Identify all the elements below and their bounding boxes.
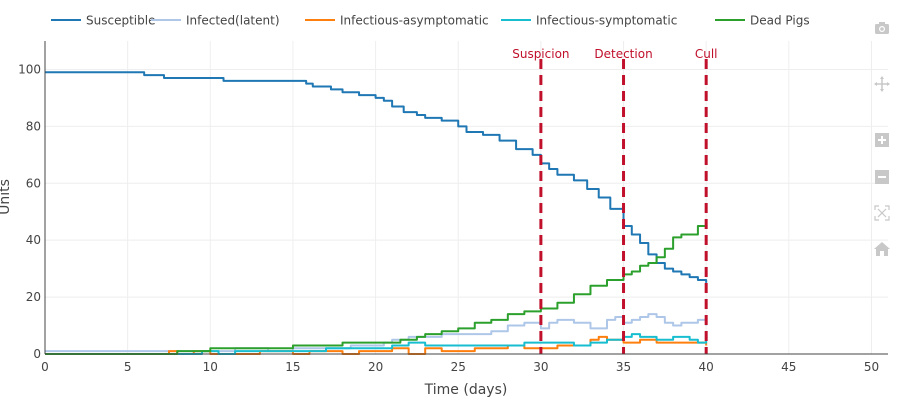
x-tick-label: 45 [781, 360, 796, 374]
legend-label: Infected(latent) [186, 14, 280, 28]
camera-icon[interactable] [870, 18, 894, 38]
y-tick-label: 0 [33, 347, 41, 361]
modebar [870, 18, 894, 259]
zoom-in-icon[interactable] [870, 130, 894, 150]
plot-area[interactable] [45, 71, 708, 355]
annotations: Suspicion Detection Cull [512, 47, 718, 354]
legend-item[interactable]: Infectious-asymptomatic [305, 14, 489, 28]
legend-item[interactable]: Infected(latent) [151, 14, 280, 28]
legend-item[interactable]: Susceptible [51, 14, 155, 28]
x-tick-label: 5 [124, 360, 132, 374]
x-tick-label: 0 [41, 360, 49, 374]
x-tick-label: 30 [533, 360, 548, 374]
legend-item[interactable]: Infectious-symptomatic [501, 14, 677, 28]
legend-label: Susceptible [86, 14, 155, 28]
y-tick-label: 20 [26, 290, 41, 304]
legend-label: Dead Pigs [750, 14, 810, 28]
x-tick-label: 10 [203, 360, 218, 374]
autoscale-icon[interactable] [870, 203, 894, 223]
legend-item[interactable]: Dead Pigs [715, 14, 810, 28]
gridlines [45, 41, 888, 354]
series-line-dead-pigs[interactable] [45, 220, 708, 355]
x-tick-label: 20 [368, 360, 383, 374]
x-tick-label: 25 [451, 360, 466, 374]
x-axis-title: Time (days) [424, 382, 508, 398]
legend-label: Infectious-symptomatic [536, 14, 677, 28]
legend-label: Infectious-asymptomatic [340, 14, 489, 28]
pan-icon[interactable] [870, 74, 894, 94]
y-tick-label: 100 [18, 62, 41, 76]
x-tick-label: 35 [616, 360, 631, 374]
x-tick-label: 15 [285, 360, 300, 374]
annotation-label-cull: Cull [695, 47, 718, 61]
x-tick-label: 40 [699, 360, 714, 374]
y-tick-label: 60 [26, 176, 41, 190]
y-tick-label: 40 [26, 233, 41, 247]
annotation-label-suspicion: Suspicion [512, 47, 569, 61]
zoom-out-icon[interactable] [870, 167, 894, 187]
y-axis-title: Units [0, 179, 13, 215]
legend: Susceptible Infected(latent) Infectious-as… [51, 14, 810, 28]
series-line-susceptible[interactable] [45, 71, 708, 283]
home-icon[interactable] [870, 239, 894, 259]
y-tick-label: 80 [26, 119, 41, 133]
x-tick-label: 50 [864, 360, 879, 374]
series-line-infectious-symptomatic[interactable] [45, 333, 708, 355]
annotation-label-detection: Detection [594, 47, 652, 61]
axes: 0 5 10 15 20 25 30 35 40 45 50 0 20 40 60 80 100 [18, 41, 888, 374]
